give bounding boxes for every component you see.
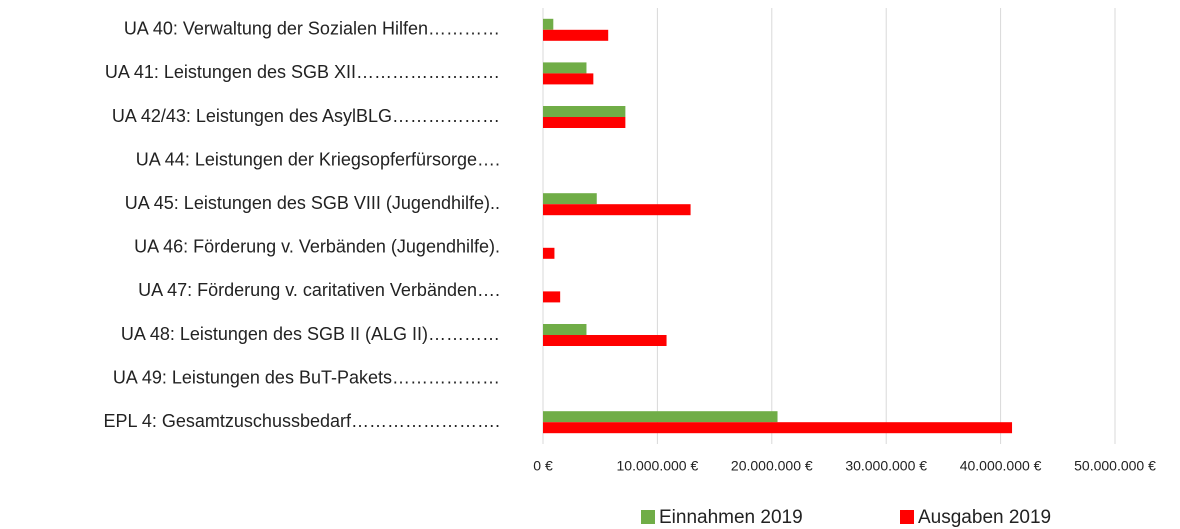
category-label: UA 41: Leistungen des SGB XII…………………… — [105, 62, 500, 82]
legend-swatch — [641, 510, 655, 524]
x-tick-label: 0 € — [533, 458, 553, 474]
x-tick-label: 40.000.000 € — [960, 458, 1042, 474]
x-tick-label: 10.000.000 € — [617, 458, 699, 474]
bar — [543, 335, 667, 346]
bar — [543, 29, 609, 41]
x-tick-label: 30.000.000 € — [845, 458, 927, 474]
bar — [543, 18, 554, 30]
bar — [543, 411, 778, 423]
bar — [543, 291, 561, 303]
legend-swatch — [900, 510, 914, 524]
bar — [543, 62, 587, 74]
category-label: UA 40: Verwaltung der Sozialen Hilfen………… — [124, 19, 500, 39]
category-label: UA 44: Leistungen der Kriegsopferfürsorg… — [136, 149, 500, 169]
x-tick-label: 20.000.000 € — [731, 458, 813, 474]
category-label: UA 47: Förderung v. caritativen Verbände… — [138, 280, 500, 300]
x-tick-label: 50.000.000 € — [1074, 458, 1156, 474]
category-label: EPL 4: Gesamtzuschussbedarf……………………. — [104, 411, 500, 431]
legend-label: Einnahmen 2019 — [659, 507, 803, 528]
bar — [543, 247, 555, 259]
bar — [543, 193, 597, 205]
legend-label: Ausgaben 2019 — [918, 507, 1051, 528]
category-label: UA 45: Leistungen des SGB VIII (Jugendhi… — [125, 193, 500, 213]
category-label: UA 49: Leistungen des BuT-Pakets……………… — [113, 367, 500, 387]
category-label: UA 42/43: Leistungen des AsylBLG……………… — [112, 106, 500, 126]
bar — [543, 422, 1013, 434]
bar — [543, 117, 626, 128]
bar — [543, 324, 587, 335]
category-label: UA 46: Förderung v. Verbänden (Jugendhil… — [134, 237, 500, 257]
bar — [543, 204, 691, 216]
bar — [543, 73, 594, 85]
bar — [543, 106, 626, 117]
category-label: UA 48: Leistungen des SGB II (ALG II)………… — [121, 324, 500, 344]
